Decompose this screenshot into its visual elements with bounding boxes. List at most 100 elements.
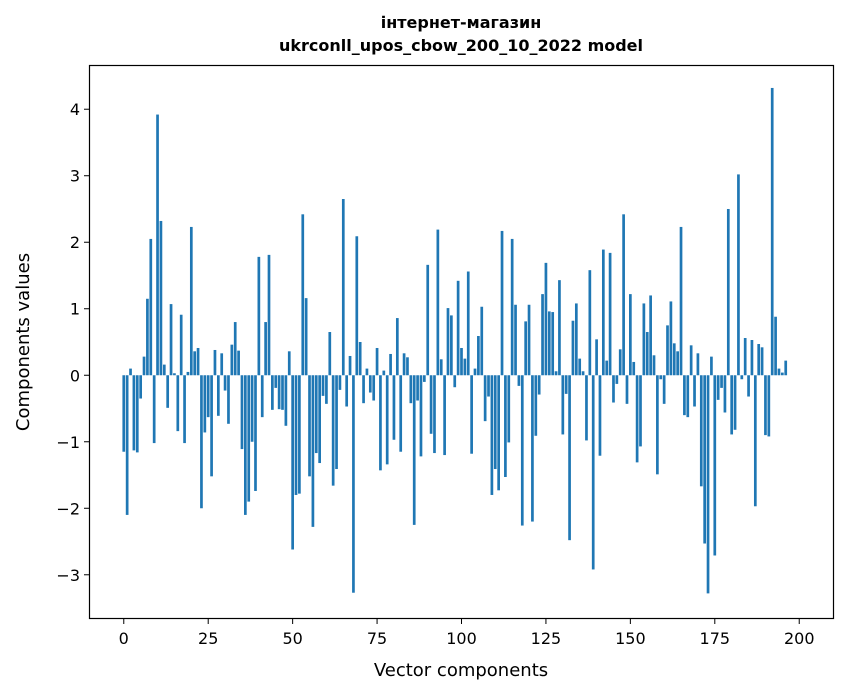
bar xyxy=(223,375,227,391)
bar xyxy=(652,355,656,376)
bar xyxy=(470,375,473,454)
bar xyxy=(497,375,500,491)
bar xyxy=(423,375,426,382)
bar xyxy=(510,238,514,376)
bar xyxy=(730,375,734,435)
bar xyxy=(622,214,625,376)
bar xyxy=(753,375,757,507)
bar xyxy=(372,375,376,401)
bar xyxy=(365,368,369,376)
bar xyxy=(335,375,338,470)
bar xyxy=(743,338,747,376)
plot-frame xyxy=(88,64,835,620)
bar xyxy=(784,360,788,376)
bar xyxy=(395,318,399,376)
bar xyxy=(645,332,649,376)
bar xyxy=(629,294,632,376)
bar xyxy=(382,370,386,376)
x-axis-ticks: 0 25 50 75 100 125 150 175 200 xyxy=(119,618,815,648)
bar xyxy=(514,304,517,376)
bar xyxy=(250,375,254,442)
bar xyxy=(331,375,335,486)
bar xyxy=(581,371,585,376)
bar xyxy=(173,373,176,376)
bar xyxy=(220,353,224,376)
bar xyxy=(142,356,146,376)
bar xyxy=(520,375,524,526)
bar xyxy=(419,375,423,457)
bar xyxy=(720,375,723,388)
bar xyxy=(615,375,619,384)
bar xyxy=(193,351,197,376)
bar xyxy=(439,359,443,376)
bar xyxy=(649,295,652,376)
y-tick-label: 3 xyxy=(70,167,80,186)
bar xyxy=(189,226,193,376)
bar xyxy=(325,375,328,404)
bar xyxy=(412,375,416,525)
bar xyxy=(517,375,521,386)
bar xyxy=(298,375,301,494)
bar xyxy=(723,375,727,413)
bar xyxy=(260,375,264,418)
bar xyxy=(605,360,609,376)
bar xyxy=(737,174,740,376)
x-tick-label: 0 xyxy=(119,629,129,648)
bar xyxy=(477,336,480,376)
x-tick-label: 200 xyxy=(784,629,815,648)
bar xyxy=(206,375,210,418)
bar xyxy=(504,375,507,477)
bar xyxy=(247,375,251,502)
bar xyxy=(385,375,389,465)
bar xyxy=(237,350,240,376)
bar xyxy=(740,375,744,380)
bar xyxy=(466,271,470,376)
bar xyxy=(483,375,487,422)
bar xyxy=(257,256,261,376)
chart-title: інтернет-магазин xyxy=(381,13,542,32)
bar xyxy=(601,249,605,376)
bar xyxy=(210,375,213,477)
bar xyxy=(463,358,467,376)
bar xyxy=(551,312,555,376)
bar xyxy=(132,375,136,451)
bar xyxy=(780,372,784,376)
chart-subtitle: ukrconll_upos_cbow_200_10_2022 model xyxy=(279,36,643,55)
y-axis-ticks: −3 −2 −1 0 1 2 3 4 xyxy=(56,100,90,585)
bar xyxy=(352,375,355,593)
bar xyxy=(436,229,440,376)
bar xyxy=(534,375,538,436)
bar xyxy=(409,375,413,404)
bar xyxy=(294,375,298,495)
bar xyxy=(389,353,392,376)
bar xyxy=(213,349,217,376)
bar xyxy=(666,325,669,376)
y-tick-label: 0 xyxy=(70,366,80,385)
bar xyxy=(240,375,244,450)
bar xyxy=(574,303,578,376)
bar xyxy=(490,375,494,495)
bar xyxy=(578,358,582,376)
x-tick-label: 75 xyxy=(367,629,387,648)
bar xyxy=(588,270,592,376)
bar xyxy=(642,303,646,376)
bar xyxy=(281,375,284,410)
bar xyxy=(146,298,149,376)
bar xyxy=(321,375,325,396)
bar xyxy=(764,375,767,436)
bar xyxy=(162,364,166,376)
y-tick-label: −2 xyxy=(56,499,80,518)
bar xyxy=(696,353,700,376)
bar xyxy=(129,368,132,376)
bar xyxy=(446,308,450,376)
bar xyxy=(713,375,717,556)
bar xyxy=(598,375,602,456)
bar xyxy=(287,351,291,376)
bar xyxy=(541,294,544,376)
bar xyxy=(500,230,504,376)
bar xyxy=(358,342,362,376)
bar xyxy=(345,375,349,407)
bar xyxy=(487,375,490,397)
bar xyxy=(760,347,764,376)
